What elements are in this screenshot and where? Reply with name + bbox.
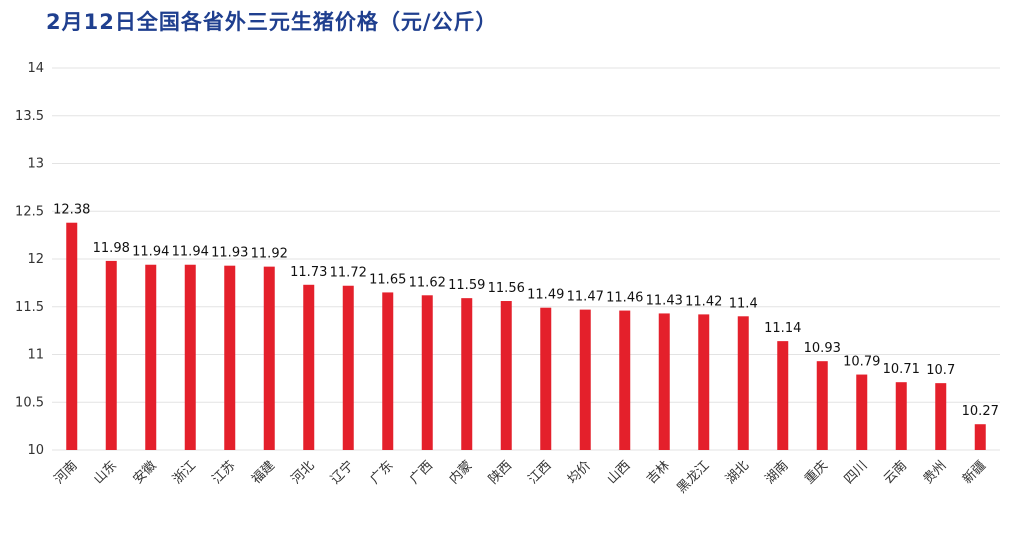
bar: [777, 341, 789, 450]
data-label: 11.47: [567, 290, 604, 305]
bar: [263, 266, 275, 450]
category-label: 广东: [368, 458, 397, 487]
bar: [816, 361, 828, 450]
category-label: 重庆: [801, 458, 831, 488]
y-tick-label: 13.5: [15, 109, 44, 124]
category-label: 四川: [842, 458, 871, 487]
data-label: 12.38: [53, 203, 90, 218]
bar: [579, 309, 591, 450]
y-axis-ticks: 10 10.5 11 11.5 12 12.5 13 13.5 14: [15, 61, 44, 458]
data-label: 11.94: [172, 245, 209, 260]
category-label: 贵州: [921, 458, 950, 487]
bar: [382, 292, 394, 450]
category-label: 河南: [51, 458, 81, 488]
bars: [66, 222, 986, 450]
bar: [737, 316, 749, 450]
x-axis-categories: 河南 山东 安徽 浙江 江苏 福建 河北 辽宁 广东 广西 内蒙 陕西 江西 均价 山西 吉林 黑龙江 湖北 湖南重…: [51, 458, 989, 497]
category-label: 云南: [880, 458, 910, 488]
category-label: 山东: [91, 458, 120, 487]
y-tick-label: 11.5: [15, 300, 44, 315]
data-label: 11.92: [251, 247, 288, 262]
bar: [224, 265, 236, 450]
bar: [184, 264, 196, 450]
data-label: 11.94: [132, 245, 169, 260]
category-label: 内蒙: [446, 458, 476, 488]
bar: [658, 313, 670, 450]
y-tick-label: 12: [27, 252, 44, 267]
category-label: 新疆: [959, 458, 989, 488]
data-label: 11.93: [211, 246, 248, 261]
data-label: 11.4: [729, 296, 758, 311]
bar: [619, 310, 631, 450]
category-label: 吉林: [644, 458, 673, 487]
category-label: 陕西: [486, 458, 515, 487]
data-label: 10.27: [962, 404, 999, 419]
category-label: 安徽: [131, 458, 160, 487]
data-label: 11.73: [290, 265, 327, 280]
y-tick-label: 10: [27, 443, 44, 458]
gridlines: [52, 67, 1000, 451]
data-label: 11.59: [448, 278, 485, 293]
y-tick-label: 10.5: [15, 395, 44, 410]
bar: [856, 374, 868, 450]
data-label: 11.14: [764, 321, 801, 336]
data-label: 10.79: [843, 355, 880, 370]
data-label: 11.43: [646, 293, 683, 308]
data-label: 11.49: [527, 288, 564, 303]
bar: [461, 298, 473, 450]
bar: [935, 383, 947, 450]
bar: [698, 314, 710, 450]
category-label: 均价: [565, 458, 594, 487]
data-label: 11.65: [369, 272, 406, 287]
bar: [974, 424, 986, 450]
bar: [421, 295, 433, 450]
category-label: 湖北: [723, 458, 752, 487]
bar: [500, 301, 512, 450]
category-label: 黑龙江: [674, 458, 712, 496]
bar: [105, 260, 117, 450]
category-label: 福建: [249, 458, 278, 487]
y-tick-label: 14: [27, 61, 44, 76]
category-label: 浙江: [170, 458, 199, 487]
chart-title: 2月12日全国各省外三元生猪价格（元/公斤）: [46, 10, 498, 34]
data-label: 10.93: [804, 341, 841, 356]
category-label: 湖南: [762, 458, 792, 488]
data-label: 10.71: [883, 362, 920, 377]
bar: [303, 284, 315, 450]
data-label: 11.42: [685, 294, 722, 309]
category-label: 山西: [605, 458, 634, 487]
category-label: 江苏: [209, 458, 239, 488]
data-label: 11.98: [93, 241, 130, 256]
bar: [342, 285, 354, 450]
y-tick-label: 11: [27, 348, 44, 363]
data-label: 11.62: [409, 275, 446, 290]
category-label: 辽宁: [327, 458, 357, 488]
data-label: 11.72: [330, 266, 367, 281]
data-label: 11.46: [606, 291, 643, 306]
category-label: 河北: [289, 458, 318, 487]
y-tick-label: 12.5: [15, 204, 44, 219]
bar: [66, 222, 78, 450]
bar: [540, 307, 552, 450]
category-label: 广西: [407, 458, 436, 487]
data-label: 10.7: [926, 363, 955, 378]
bar: [145, 264, 157, 450]
data-label: 11.56: [488, 281, 525, 296]
category-label: 江西: [526, 458, 555, 487]
bar: [895, 382, 907, 450]
y-tick-label: 13: [27, 157, 44, 172]
